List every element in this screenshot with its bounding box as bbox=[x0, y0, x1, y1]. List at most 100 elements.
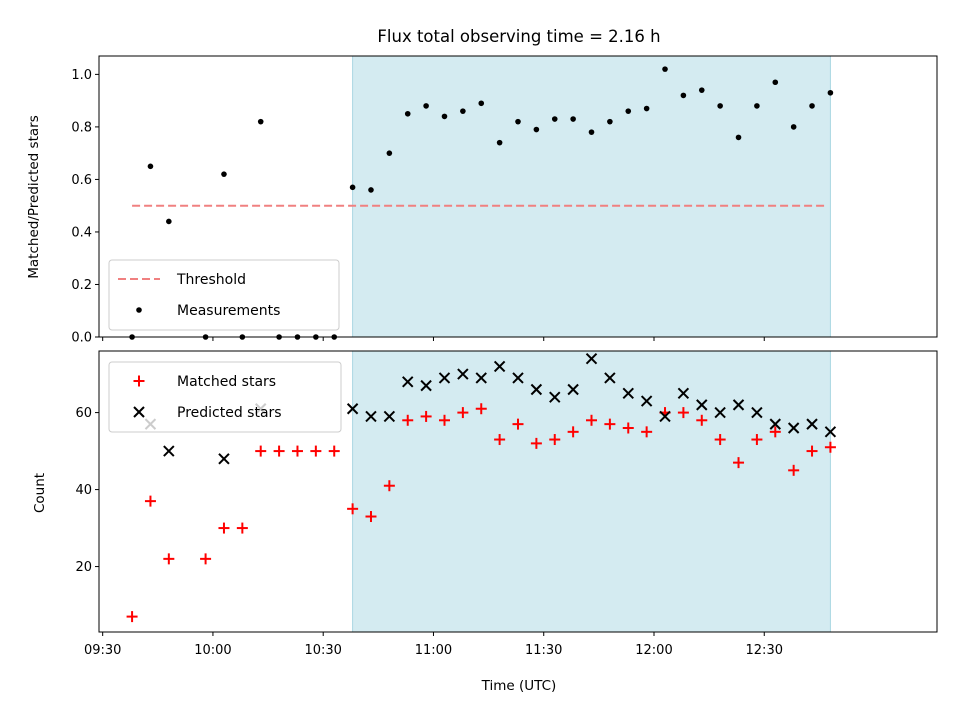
bottom-series1-point-20 bbox=[640, 395, 653, 407]
bottom-series1-point-6 bbox=[383, 410, 396, 423]
bottom-series0-point-10 bbox=[328, 445, 340, 457]
bottom-series1-point-27 bbox=[769, 418, 781, 430]
bottom-series0-point-37 bbox=[824, 441, 836, 453]
bottom-series1-point-6-b bbox=[383, 410, 396, 423]
bottom-series1-point-18-b bbox=[604, 372, 616, 384]
bottom-series1-point-13-b bbox=[512, 372, 524, 384]
bottom-series1-point-5 bbox=[365, 410, 377, 423]
top-series0-point-21 bbox=[533, 126, 540, 133]
bottom-series0-point-36 bbox=[806, 445, 818, 457]
bottom-series0-point-9 bbox=[310, 445, 322, 457]
bottom-series1-point-4-b bbox=[346, 403, 359, 415]
top-series0-point-11 bbox=[349, 184, 356, 191]
bottom-series1-point-7 bbox=[402, 376, 414, 388]
top-series0-point-32 bbox=[735, 134, 742, 141]
bottom-shaded-region bbox=[352, 351, 831, 632]
bottom-series0-point-33 bbox=[751, 434, 763, 446]
bottom-series0-point-27 bbox=[641, 426, 653, 438]
bottom-series0-point-23 bbox=[567, 426, 579, 438]
top-series0-point-25 bbox=[607, 118, 613, 125]
bottom-series1-point-25 bbox=[732, 399, 745, 411]
bottom-series0-point-20 bbox=[512, 418, 524, 430]
top-series0-point-16 bbox=[441, 113, 448, 120]
bottom-series1-point-11 bbox=[475, 372, 487, 384]
bottom-series0-point-24 bbox=[586, 414, 598, 426]
bottom-panel: 20 40 60 09:30 10:00 10:30 11:00 11:30 12:00 12:3… bbox=[75, 350, 938, 658]
top-shaded-region bbox=[352, 56, 831, 337]
bottom-series1-point-18 bbox=[604, 372, 616, 384]
top-series0-point-2 bbox=[166, 218, 172, 225]
bottom-series0-point-22 bbox=[549, 434, 561, 446]
bottom-series1-point-14 bbox=[530, 383, 543, 396]
bottom-series0-point-32 bbox=[733, 457, 745, 469]
bottom-x-tick-label-0: 09:30 bbox=[84, 643, 121, 658]
bottom-series1-point-25-b bbox=[732, 399, 745, 411]
bottom-series1-point-10 bbox=[457, 368, 469, 380]
top-legend-item-0-label: Threshold bbox=[176, 272, 246, 288]
top-series0-point-1 bbox=[147, 163, 154, 170]
top-series0-point-14 bbox=[404, 110, 411, 117]
top-series0-point-12 bbox=[368, 187, 374, 193]
top-series0-point-20 bbox=[515, 118, 521, 125]
bottom-series1-point-19 bbox=[622, 387, 634, 400]
bottom-series1-point-19-b bbox=[622, 387, 634, 400]
top-series0-point-19 bbox=[496, 139, 503, 146]
bottom-y-axis-label: Count bbox=[32, 473, 48, 513]
bottom-series1-point-14-b bbox=[530, 383, 543, 396]
bottom-series1-point-30 bbox=[824, 426, 837, 438]
bottom-series1-point-23 bbox=[696, 399, 708, 411]
bottom-series1-point-26-b bbox=[751, 406, 763, 419]
bottom-series0-point-7 bbox=[273, 445, 285, 457]
bottom-x-tick-label-2: 10:30 bbox=[304, 643, 341, 658]
bottom-series1-point-15-b bbox=[549, 391, 561, 403]
top-legend-item-1-swatch bbox=[136, 307, 142, 313]
bottom-series1-point-27-b bbox=[769, 418, 781, 430]
top-series0-point-37 bbox=[827, 89, 834, 96]
bottom-series1-point-29 bbox=[806, 418, 818, 430]
top-y-tick-label-2: 0.4 bbox=[71, 225, 92, 240]
bottom-series1-point-9 bbox=[438, 372, 451, 384]
top-y-tick-label-0: 0.0 bbox=[71, 331, 92, 346]
bottom-series1-point-9-b bbox=[438, 372, 451, 384]
top-series0-point-24 bbox=[588, 129, 595, 135]
bottom-series1-point-24-b bbox=[714, 406, 726, 419]
bottom-x-tick-label-6: 12:30 bbox=[746, 643, 783, 658]
bottom-series0-point-2 bbox=[163, 553, 175, 565]
bottom-series1-point-15 bbox=[549, 391, 561, 403]
bottom-series1-point-2 bbox=[218, 453, 230, 465]
bottom-series1-point-22 bbox=[677, 387, 690, 400]
top-y-tick-label-1: 0.2 bbox=[71, 278, 92, 293]
bottom-series0-point-0 bbox=[126, 611, 138, 623]
bottom-x-tick-label-5: 12:00 bbox=[635, 643, 672, 658]
bottom-series1-point-30-b bbox=[824, 426, 837, 438]
bottom-series1-point-21-b bbox=[659, 410, 671, 423]
bottom-series1-point-16-b bbox=[567, 383, 579, 396]
bottom-series0-point-4 bbox=[218, 522, 230, 534]
top-y-tick-label-5: 1.0 bbox=[71, 68, 92, 83]
top-series0-point-28 bbox=[662, 66, 668, 72]
chart-title: Flux total observing time = 2.16 h bbox=[377, 27, 660, 46]
bottom-series0-point-1 bbox=[144, 495, 156, 507]
top-series0-point-26 bbox=[625, 108, 632, 114]
bottom-series1-point-23-b bbox=[696, 399, 708, 411]
bottom-x-tick-label-4: 11:30 bbox=[525, 643, 562, 658]
bottom-series0-point-5 bbox=[236, 522, 248, 534]
top-legend-box bbox=[108, 259, 340, 331]
bottom-series1-point-17-b bbox=[585, 352, 598, 365]
bottom-series1-point-8 bbox=[420, 379, 432, 392]
top-series0-point-27 bbox=[643, 105, 650, 112]
bottom-series1-point-16 bbox=[567, 383, 579, 396]
bottom-series0-point-11 bbox=[347, 503, 359, 515]
bottom-series1-point-1-b bbox=[163, 445, 175, 457]
top-y-axis-label: Matched/Predicted stars bbox=[26, 115, 42, 278]
bottom-series0-point-25 bbox=[604, 418, 616, 430]
bottom-series1-point-17 bbox=[585, 352, 598, 365]
bottom-series0-point-17 bbox=[457, 407, 469, 419]
bottom-series1-point-1 bbox=[163, 445, 175, 457]
bottom-series0-point-31 bbox=[714, 434, 726, 446]
bottom-series1-point-11-b bbox=[475, 372, 487, 384]
top-series0-point-22 bbox=[551, 116, 558, 122]
bottom-series1-point-13 bbox=[512, 372, 524, 384]
top-y-tick-label-3: 0.6 bbox=[71, 173, 92, 188]
